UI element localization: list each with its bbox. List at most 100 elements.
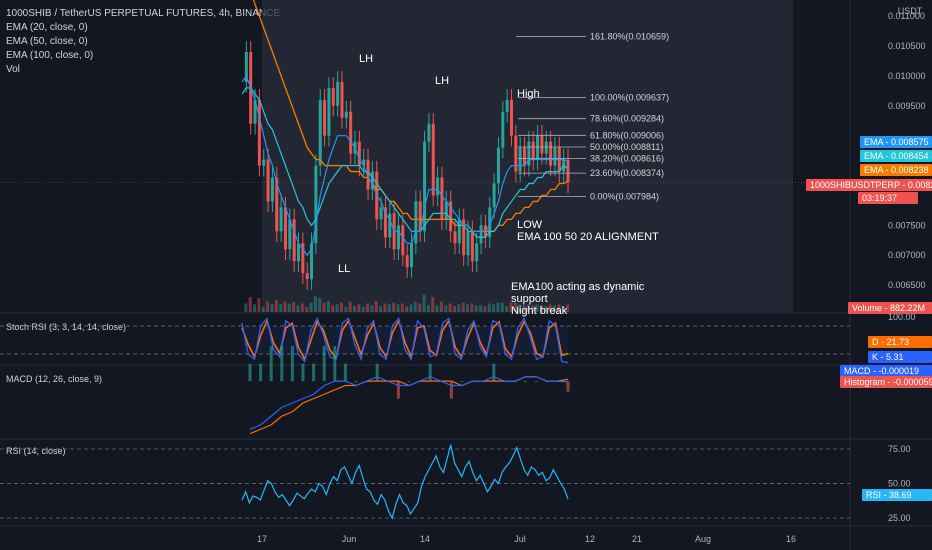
candle-body bbox=[496, 147, 500, 184]
macd-hist-bar bbox=[343, 363, 347, 382]
candle-body bbox=[453, 231, 457, 244]
volume-bar bbox=[287, 303, 291, 312]
volume-bar bbox=[431, 297, 435, 312]
volume-bar bbox=[513, 302, 517, 312]
candle-body bbox=[436, 177, 440, 196]
fib-label: 78.60%(0.009284) bbox=[590, 114, 664, 124]
volume-bar bbox=[505, 306, 509, 312]
stoch-k-badge-bg bbox=[868, 351, 932, 363]
candle-body bbox=[457, 219, 461, 244]
legend-ema50[interactable]: EMA (50, close, 0) bbox=[6, 36, 88, 47]
volume-bar bbox=[305, 307, 309, 312]
candle-body bbox=[475, 243, 479, 262]
price-tick: 0.007000 bbox=[888, 250, 926, 260]
ema20-badge-bg bbox=[860, 136, 932, 148]
volume-bar bbox=[322, 302, 326, 312]
volume-bar bbox=[561, 306, 565, 312]
ema20-line bbox=[241, 74, 569, 257]
candle-body bbox=[396, 225, 400, 250]
ema50-badge-bg bbox=[860, 150, 932, 162]
volume-bar bbox=[518, 304, 522, 312]
rsi-tick: 25.00 bbox=[888, 513, 911, 523]
candle-body bbox=[275, 177, 279, 232]
volume-badge: Volume - 882.22M bbox=[852, 303, 925, 313]
volume-bar bbox=[261, 307, 265, 312]
candle-body bbox=[518, 147, 522, 172]
macd-hist-bar bbox=[534, 381, 538, 383]
candle-body bbox=[527, 141, 531, 166]
candle-body bbox=[423, 141, 427, 232]
candle-body bbox=[288, 219, 292, 250]
volume-bar bbox=[539, 305, 543, 312]
volume-bar bbox=[383, 303, 387, 312]
chart-title: 1000SHIB / TetherUS PERPETUAL FUTURES, 4… bbox=[6, 8, 280, 19]
volume-bar bbox=[309, 302, 313, 312]
fib-label: 61.80%(0.009006) bbox=[590, 130, 664, 140]
macd-hist-bar bbox=[290, 346, 294, 382]
candle-body bbox=[279, 207, 283, 232]
macd-hist-bar bbox=[322, 346, 326, 382]
macd-hist-bar bbox=[269, 346, 273, 382]
candle-body bbox=[383, 207, 387, 238]
candle-body bbox=[336, 81, 340, 106]
fib-label: 100.00%(0.009637) bbox=[590, 93, 669, 103]
time-tick: 12 bbox=[585, 534, 595, 544]
candle-body bbox=[553, 147, 557, 166]
volume-bar bbox=[448, 303, 452, 312]
macd-hist-bar bbox=[407, 381, 411, 383]
candle-body bbox=[418, 201, 422, 232]
macd-badge-bg bbox=[840, 365, 932, 377]
volume-bar bbox=[492, 304, 496, 312]
candle-body bbox=[362, 159, 366, 166]
rsi-badge: RSI - 38.69 bbox=[866, 490, 912, 500]
candle-body bbox=[257, 99, 261, 166]
volume-bar bbox=[470, 303, 474, 312]
candle-body bbox=[310, 243, 314, 280]
macd-hist-bar bbox=[460, 381, 464, 383]
volume-bar bbox=[548, 304, 552, 312]
candle-body bbox=[492, 183, 496, 208]
candle-body bbox=[331, 87, 335, 106]
last-price-badge-bg bbox=[806, 179, 932, 191]
candle-body bbox=[536, 135, 540, 160]
legend-ema20[interactable]: EMA (20, close, 0) bbox=[6, 22, 88, 33]
volume-bar bbox=[370, 305, 374, 312]
volume-bar bbox=[313, 296, 317, 312]
time-tick: Aug bbox=[695, 534, 711, 544]
countdown-badge: 03:19:37 bbox=[862, 193, 897, 203]
candle-body bbox=[244, 52, 248, 82]
volume-bar bbox=[274, 299, 278, 312]
volume-bar bbox=[422, 294, 426, 312]
macd-hist-bar bbox=[354, 381, 358, 383]
volume-bar bbox=[418, 303, 422, 312]
countdown-badge-bg bbox=[858, 192, 918, 204]
candle-body bbox=[540, 135, 544, 154]
candle-body bbox=[292, 219, 296, 262]
volume-bar bbox=[339, 302, 343, 312]
candle-body bbox=[366, 159, 370, 190]
legend-volume[interactable]: Vol bbox=[6, 64, 20, 75]
volume-bar bbox=[331, 305, 335, 312]
macd-hist-badge-bg bbox=[840, 376, 932, 388]
volume-bar bbox=[400, 303, 404, 312]
candle-body bbox=[357, 141, 361, 166]
candle-body bbox=[305, 273, 309, 280]
volume-bar bbox=[326, 300, 330, 312]
candle-body bbox=[470, 231, 474, 262]
legend-ema100[interactable]: EMA (100, close, 0) bbox=[6, 50, 94, 61]
stoch-d-badge-bg bbox=[868, 336, 932, 348]
volume-bar bbox=[335, 304, 339, 312]
volume-bar bbox=[361, 307, 365, 312]
volume-bar bbox=[496, 302, 500, 312]
candle-body bbox=[297, 243, 301, 262]
time-tick: 16 bbox=[786, 534, 796, 544]
last-price-badge: 1000SHIBUSDTPERP - 0.008221 bbox=[810, 180, 932, 190]
candle-body bbox=[449, 201, 453, 232]
fib-label: 0.00%(0.007984) bbox=[590, 191, 659, 201]
macd-hist-bar bbox=[301, 363, 305, 382]
candle-body bbox=[462, 219, 466, 256]
volume-bar bbox=[348, 301, 352, 312]
volume-bar bbox=[457, 304, 461, 312]
candle-body bbox=[349, 111, 353, 154]
